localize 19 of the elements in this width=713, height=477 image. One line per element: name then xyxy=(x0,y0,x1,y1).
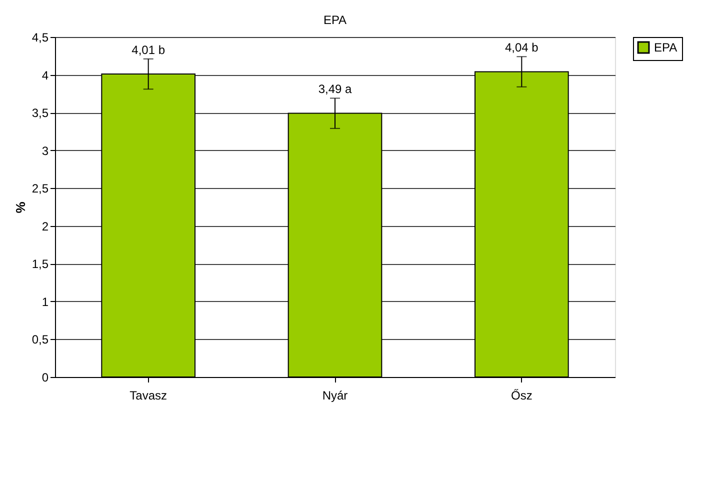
data-label: 4,01 b xyxy=(132,42,166,57)
y-tick-label: 4,5 xyxy=(32,30,49,44)
legend-label: EPA xyxy=(654,40,678,54)
y-tick-label: 0 xyxy=(42,370,49,384)
chart-title: EPA xyxy=(323,13,347,27)
y-axis-title: % xyxy=(12,201,28,214)
y-tick-label: 3,5 xyxy=(32,106,49,120)
y-tick-label: 0,5 xyxy=(32,332,49,347)
y-tick-label: 1 xyxy=(42,294,49,309)
y-tick-label: 1,5 xyxy=(32,257,49,272)
y-tick-label: 2 xyxy=(42,219,49,234)
y-tick-label: 4 xyxy=(42,68,49,82)
x-tick-label: Tavasz xyxy=(130,388,168,402)
y-tick-label: 3 xyxy=(42,144,49,158)
data-label: 4,04 b xyxy=(504,40,539,55)
x-tick-label: Nyár xyxy=(322,388,348,402)
data-label: 3,49 a xyxy=(318,82,352,96)
y-tick-label: 2,5 xyxy=(32,182,49,196)
x-tick-label: Ősz xyxy=(510,388,532,402)
